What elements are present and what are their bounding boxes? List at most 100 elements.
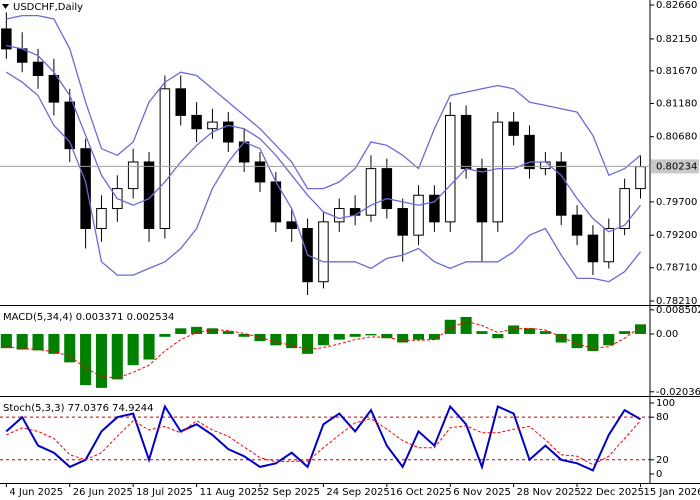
candle-body [635, 166, 646, 190]
histogram-bar [206, 328, 218, 334]
histogram-bar [175, 328, 187, 334]
candle-body [349, 208, 361, 216]
histogram-bar [523, 328, 536, 334]
candle-body [524, 134, 535, 170]
candle-body [286, 221, 297, 230]
candle-body [555, 161, 567, 216]
histogram-bar [444, 319, 456, 334]
candle-body [96, 208, 107, 230]
candle-body [413, 194, 424, 236]
signal-line [6, 320, 641, 379]
histogram-bar [191, 326, 203, 334]
y-tick-label: 100 [656, 398, 675, 409]
candle-body [460, 114, 472, 170]
candle-body [508, 121, 519, 136]
x-tick-label: 2 Sep 2025 [263, 487, 320, 498]
histogram-bar [127, 333, 139, 366]
candle-body [619, 188, 630, 230]
x-tick-label: 4 Jun 2025 [9, 487, 63, 498]
y-tick-label: 0.008502 [656, 305, 700, 316]
indicator-line [6, 14, 641, 190]
y-tick-label: 0 [656, 469, 662, 480]
y-tick-label: 0.81180 [656, 98, 697, 109]
histogram-bar [0, 333, 12, 349]
histogram-bar [143, 333, 155, 360]
candle-body [1, 28, 12, 50]
x-tick-label: 18 Jul 2025 [136, 487, 193, 498]
histogram-bar [16, 333, 28, 350]
candle-body [223, 121, 234, 143]
candle-body [159, 88, 171, 230]
last-price-box [651, 159, 699, 174]
chart-title: USDCHF,Daily [13, 2, 83, 13]
histogram-bar [428, 333, 440, 340]
histogram-bar [412, 333, 425, 340]
histogram-bar [270, 333, 282, 346]
indicator-line [5, 404, 642, 472]
candle-body [48, 75, 60, 103]
stoch-title: Stoch(5,3,3) 77.0376 74.9244 [3, 403, 154, 414]
candle-body [444, 114, 456, 223]
histogram-bar [587, 333, 599, 351]
menu-triangle [2, 4, 9, 9]
y-tick-label: 0.00 [656, 329, 678, 340]
candle-body [492, 121, 504, 223]
histogram-bar [349, 333, 361, 337]
candle-body [334, 208, 345, 223]
y-tick-label: 0.81670 [656, 66, 697, 77]
y-tick-label: 0.82150 [656, 34, 697, 45]
histogram-bar [571, 333, 583, 349]
candle-body [571, 214, 583, 236]
x-tick-label: 22 Dec 2025 [580, 487, 644, 498]
histogram-bar [381, 333, 393, 339]
candle-body [365, 168, 377, 216]
candle-body [191, 114, 202, 130]
signal-line [6, 418, 641, 466]
candle-body [397, 208, 408, 236]
histogram-bar [48, 333, 60, 354]
candle-body [476, 168, 488, 223]
candle-body [64, 101, 76, 150]
macd-title: MACD(5,34,4) 0.003371 0.002534 [3, 312, 174, 323]
y-tick-label: 20 [656, 455, 669, 466]
candle-body [80, 148, 91, 230]
histogram-bar [555, 333, 567, 343]
histogram-bar [64, 333, 76, 363]
histogram-bar [80, 333, 92, 386]
histogram-bar [32, 333, 44, 351]
y-tick-label: 0.82660 [656, 0, 697, 11]
y-tick-label: 0.80680 [656, 132, 697, 143]
histogram-bar [238, 333, 250, 337]
last-price-label: 0.80234 [656, 161, 697, 172]
x-tick-label: 11 Aug 2025 [200, 487, 264, 498]
candle-body [143, 161, 155, 230]
histogram-bar [159, 333, 171, 337]
candle-body [127, 161, 139, 190]
indicator-line [5, 71, 642, 283]
candle-body [207, 121, 218, 130]
candle-body [32, 61, 44, 77]
indicator-line [6, 44, 642, 233]
histogram-bar [460, 316, 472, 334]
x-tick-label: 28 Nov 2025 [517, 487, 581, 498]
histogram-bar [317, 333, 329, 346]
candle-body [381, 168, 393, 210]
x-tick-label: 6 Nov 2025 [453, 487, 511, 498]
x-tick-label: 26 Jun 2025 [73, 487, 133, 498]
histogram-bar [222, 331, 234, 334]
histogram-bar [365, 333, 377, 336]
histogram-bar [539, 331, 551, 334]
y-tick-label: 0.79200 [656, 230, 697, 241]
candle-body [175, 88, 186, 116]
candle-body [318, 221, 329, 283]
histogram-bar [619, 331, 631, 334]
y-tick-label: 0.78710 [656, 263, 697, 274]
histogram-bar [95, 333, 108, 388]
histogram-bar [254, 333, 266, 342]
x-tick-label: 16 Oct 2025 [390, 487, 452, 498]
histogram-bar [333, 333, 345, 340]
histogram-bar [492, 333, 504, 339]
histogram-bar [603, 333, 615, 346]
